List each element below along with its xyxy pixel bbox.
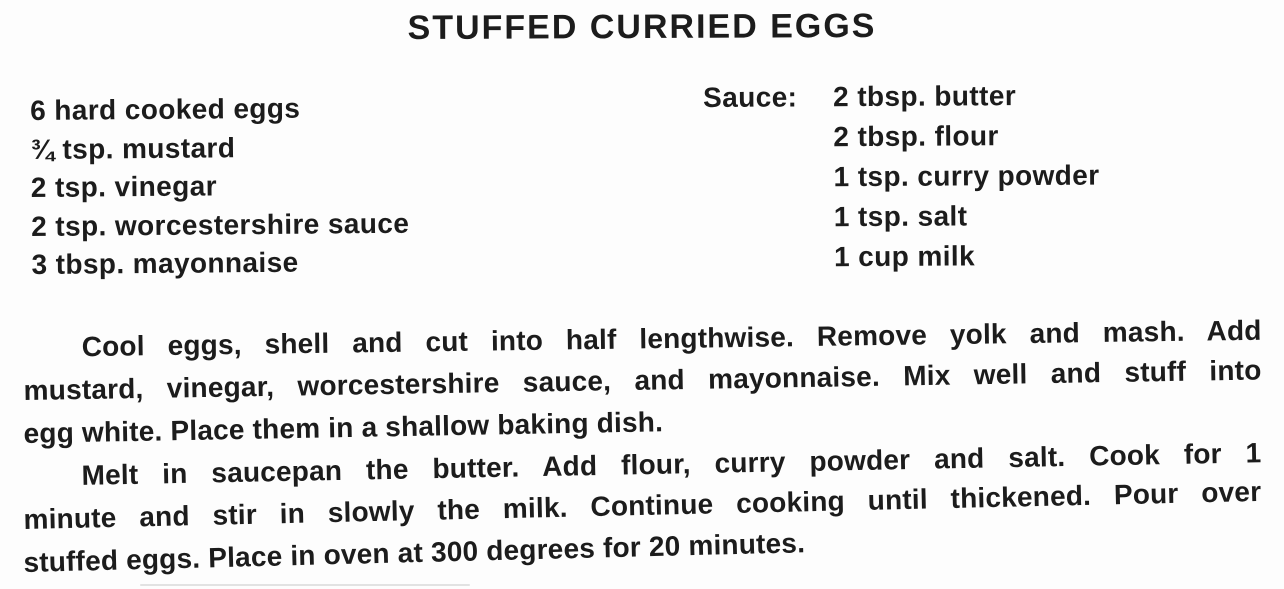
sauce-ingredient-item: 2 tbsp. butter <box>833 80 1017 113</box>
sauce-section: Sauce: 2 tbsp. butter 2 tbsp. flour 1 ts… <box>703 76 1100 278</box>
sauce-ingredient-list: 2 tbsp. butter 2 tbsp. flour 1 tsp. curr… <box>833 76 1100 278</box>
ingredient-item: ¾ tsp. mustard <box>30 131 236 165</box>
sauce-ingredient-item: 1 tsp. curry powder <box>833 159 1100 193</box>
ingredient-list: 6 hard cooked eggs ¾ tsp. mustard 2 tsp.… <box>30 89 410 285</box>
ingredient-item: 3 tbsp. mayonnaise <box>31 246 299 280</box>
scan-artifact <box>140 584 470 586</box>
recipe-title: STUFFED CURRIED EGGS <box>407 6 877 48</box>
ingredient-item: 2 tsp. vinegar <box>30 170 218 203</box>
instructions: Cool eggs, shell and cut into half lengt… <box>23 315 1262 584</box>
sauce-ingredient-item: 2 tbsp. flour <box>833 120 999 153</box>
sauce-ingredient-item: 1 cup milk <box>833 240 976 273</box>
sauce-label: Sauce: <box>703 81 798 113</box>
ingredient-item: 2 tsp. worcestershire sauce <box>31 207 410 242</box>
sauce-ingredient-item: 1 tsp. salt <box>833 200 968 233</box>
ingredient-item: 6 hard cooked eggs <box>30 92 301 126</box>
